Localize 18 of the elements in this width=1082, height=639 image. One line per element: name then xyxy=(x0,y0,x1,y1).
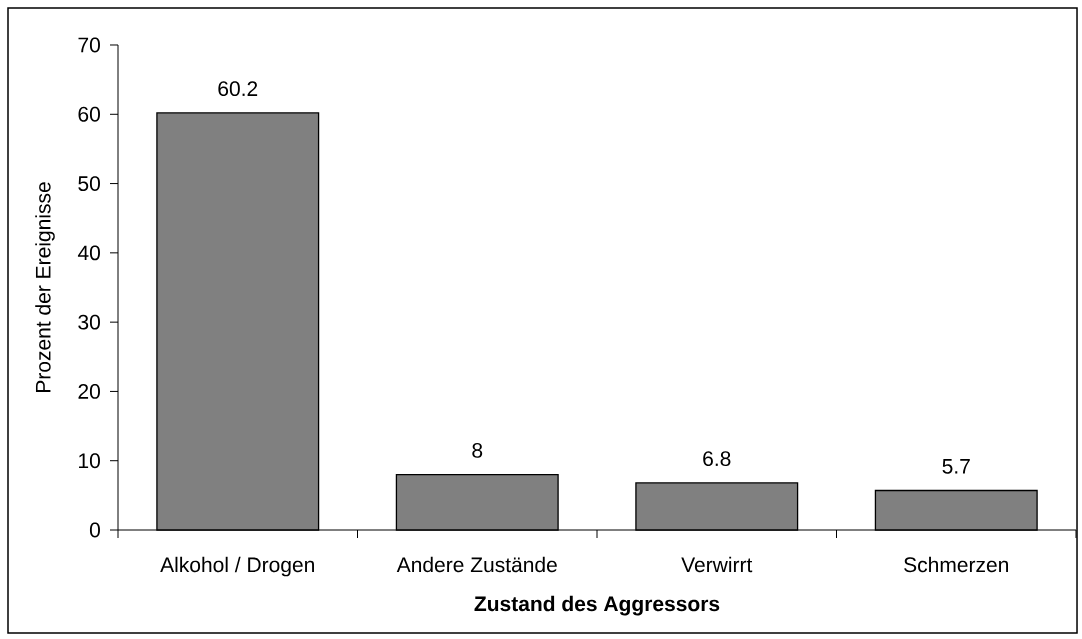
y-tick-label: 60 xyxy=(78,106,100,122)
data-label: 5.7 xyxy=(942,459,970,474)
data-label: 8 xyxy=(472,442,483,458)
y-tick-label: 0 xyxy=(89,522,100,538)
x-tick-label: Schmerzen xyxy=(904,556,1008,573)
y-tick-label: 70 xyxy=(78,37,100,53)
y-axis-title: Prozent der Ereignisse xyxy=(35,182,55,392)
y-tick-label: 20 xyxy=(78,384,100,399)
y-tick-label: 50 xyxy=(78,176,100,191)
y-tick-label: 40 xyxy=(77,245,100,261)
x-axis-title: Zustand des Aggressors xyxy=(474,595,720,616)
data-label: 6.8 xyxy=(703,451,731,467)
x-tick-label: Andere Zustände xyxy=(396,556,557,573)
data-label: 60.2 xyxy=(218,81,258,97)
x-tick-label: Alkohol / Drogen xyxy=(160,556,314,577)
y-tick-label: 30 xyxy=(78,314,100,330)
y-tick-label: 10 xyxy=(79,453,100,469)
x-tick-label: Verwirrt xyxy=(681,556,753,573)
